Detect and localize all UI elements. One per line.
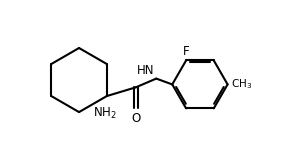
Text: F: F (183, 44, 190, 58)
Text: HN: HN (136, 64, 154, 77)
Text: O: O (131, 112, 140, 125)
Text: NH$_2$: NH$_2$ (94, 106, 117, 121)
Text: CH$_3$: CH$_3$ (230, 78, 252, 91)
